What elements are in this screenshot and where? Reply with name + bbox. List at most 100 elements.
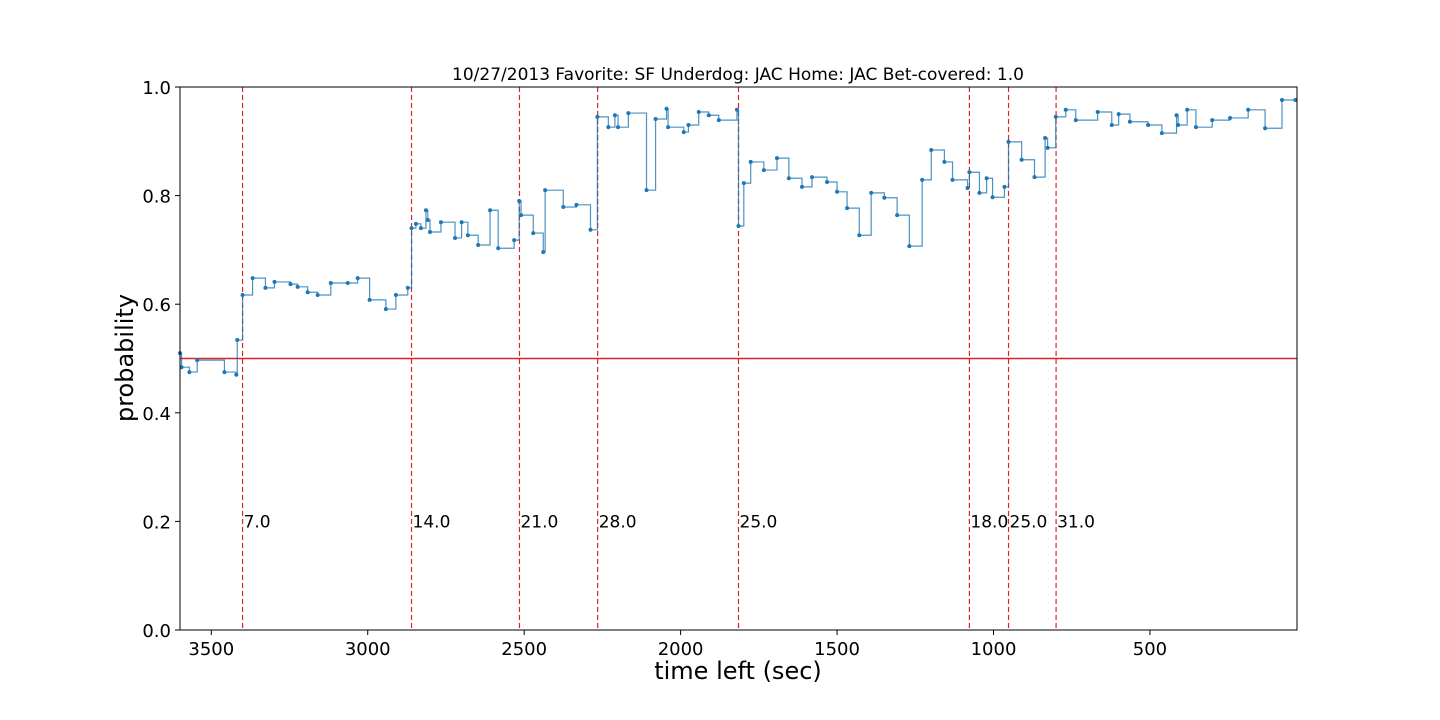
point (305, 290, 310, 295)
point (405, 285, 410, 290)
point (965, 185, 970, 190)
point (1095, 109, 1100, 114)
point (835, 189, 840, 194)
y-tick-label: 0.0 (142, 621, 171, 642)
point (531, 231, 536, 236)
point (328, 281, 333, 286)
point (595, 114, 600, 119)
point (1210, 118, 1215, 123)
point (1185, 107, 1190, 112)
point (561, 205, 566, 210)
x-tick-label: 500 (1133, 639, 1167, 660)
point (496, 246, 501, 251)
point (1293, 98, 1298, 103)
point (907, 244, 912, 249)
point (393, 292, 398, 297)
point (195, 358, 200, 363)
point (413, 221, 418, 226)
point (418, 226, 423, 231)
point (1246, 107, 1251, 112)
point (1032, 175, 1037, 180)
point (1006, 139, 1011, 144)
point (706, 113, 711, 118)
point (588, 227, 593, 232)
point (1228, 115, 1233, 120)
point (1073, 118, 1078, 123)
point (187, 370, 192, 375)
point (541, 250, 546, 255)
point (1109, 123, 1114, 128)
point (1279, 98, 1284, 103)
point (644, 188, 649, 193)
score-label: 7.0 (244, 512, 271, 532)
y-tick-label: 0.4 (142, 404, 171, 425)
point (1146, 123, 1151, 128)
point (1045, 145, 1050, 150)
step-line (180, 99, 1296, 376)
point (315, 292, 320, 297)
point (427, 229, 432, 234)
point (519, 213, 524, 218)
point (1019, 157, 1024, 162)
point (950, 177, 955, 182)
point (453, 235, 458, 240)
point (616, 125, 621, 130)
point (1002, 184, 1007, 189)
point (543, 188, 548, 193)
point (263, 285, 268, 290)
point (626, 111, 631, 116)
point (288, 282, 293, 287)
score-label: 18.0 (970, 512, 1008, 532)
point (845, 206, 850, 211)
point (512, 238, 517, 243)
point (686, 123, 691, 128)
point (716, 118, 721, 123)
y-tick-label: 1.0 (142, 78, 171, 99)
x-tick-label: 1000 (971, 639, 1017, 660)
score-label: 25.0 (740, 512, 778, 532)
point (222, 370, 227, 375)
point (250, 276, 255, 281)
plot-frame (179, 86, 1298, 631)
point (606, 125, 611, 130)
point (425, 218, 430, 223)
point (857, 233, 862, 238)
point (736, 224, 741, 229)
y-tick-label: 0.8 (142, 187, 171, 208)
chart-title: 10/27/2013 Favorite: SF Underdog: JAC Ho… (452, 65, 1024, 85)
point (741, 181, 746, 186)
point (272, 279, 277, 284)
point (345, 281, 350, 286)
x-axis-label: time left (sec) (654, 657, 822, 685)
point (666, 125, 671, 130)
point (1159, 131, 1164, 136)
x-tick-label: 3000 (345, 639, 391, 660)
score-label: 14.0 (413, 512, 451, 532)
point (1193, 125, 1198, 130)
point (774, 156, 779, 161)
y-axis-label: probability (111, 294, 139, 422)
point (800, 184, 805, 189)
point (409, 226, 414, 231)
point (383, 307, 388, 312)
point (517, 199, 522, 204)
score-label: 21.0 (520, 512, 558, 532)
point (734, 107, 739, 112)
point (984, 176, 989, 181)
point (179, 365, 184, 370)
point (612, 113, 617, 118)
point (355, 276, 360, 281)
score-label: 28.0 (599, 512, 637, 532)
point (235, 338, 240, 343)
point (664, 106, 669, 111)
point (1176, 123, 1181, 128)
point (882, 195, 887, 200)
point (967, 170, 972, 175)
point (459, 220, 464, 225)
point (977, 190, 982, 195)
point (786, 176, 791, 181)
point (438, 220, 443, 225)
x-tick-label: 1500 (814, 639, 860, 660)
point (423, 208, 428, 213)
point (465, 233, 470, 238)
